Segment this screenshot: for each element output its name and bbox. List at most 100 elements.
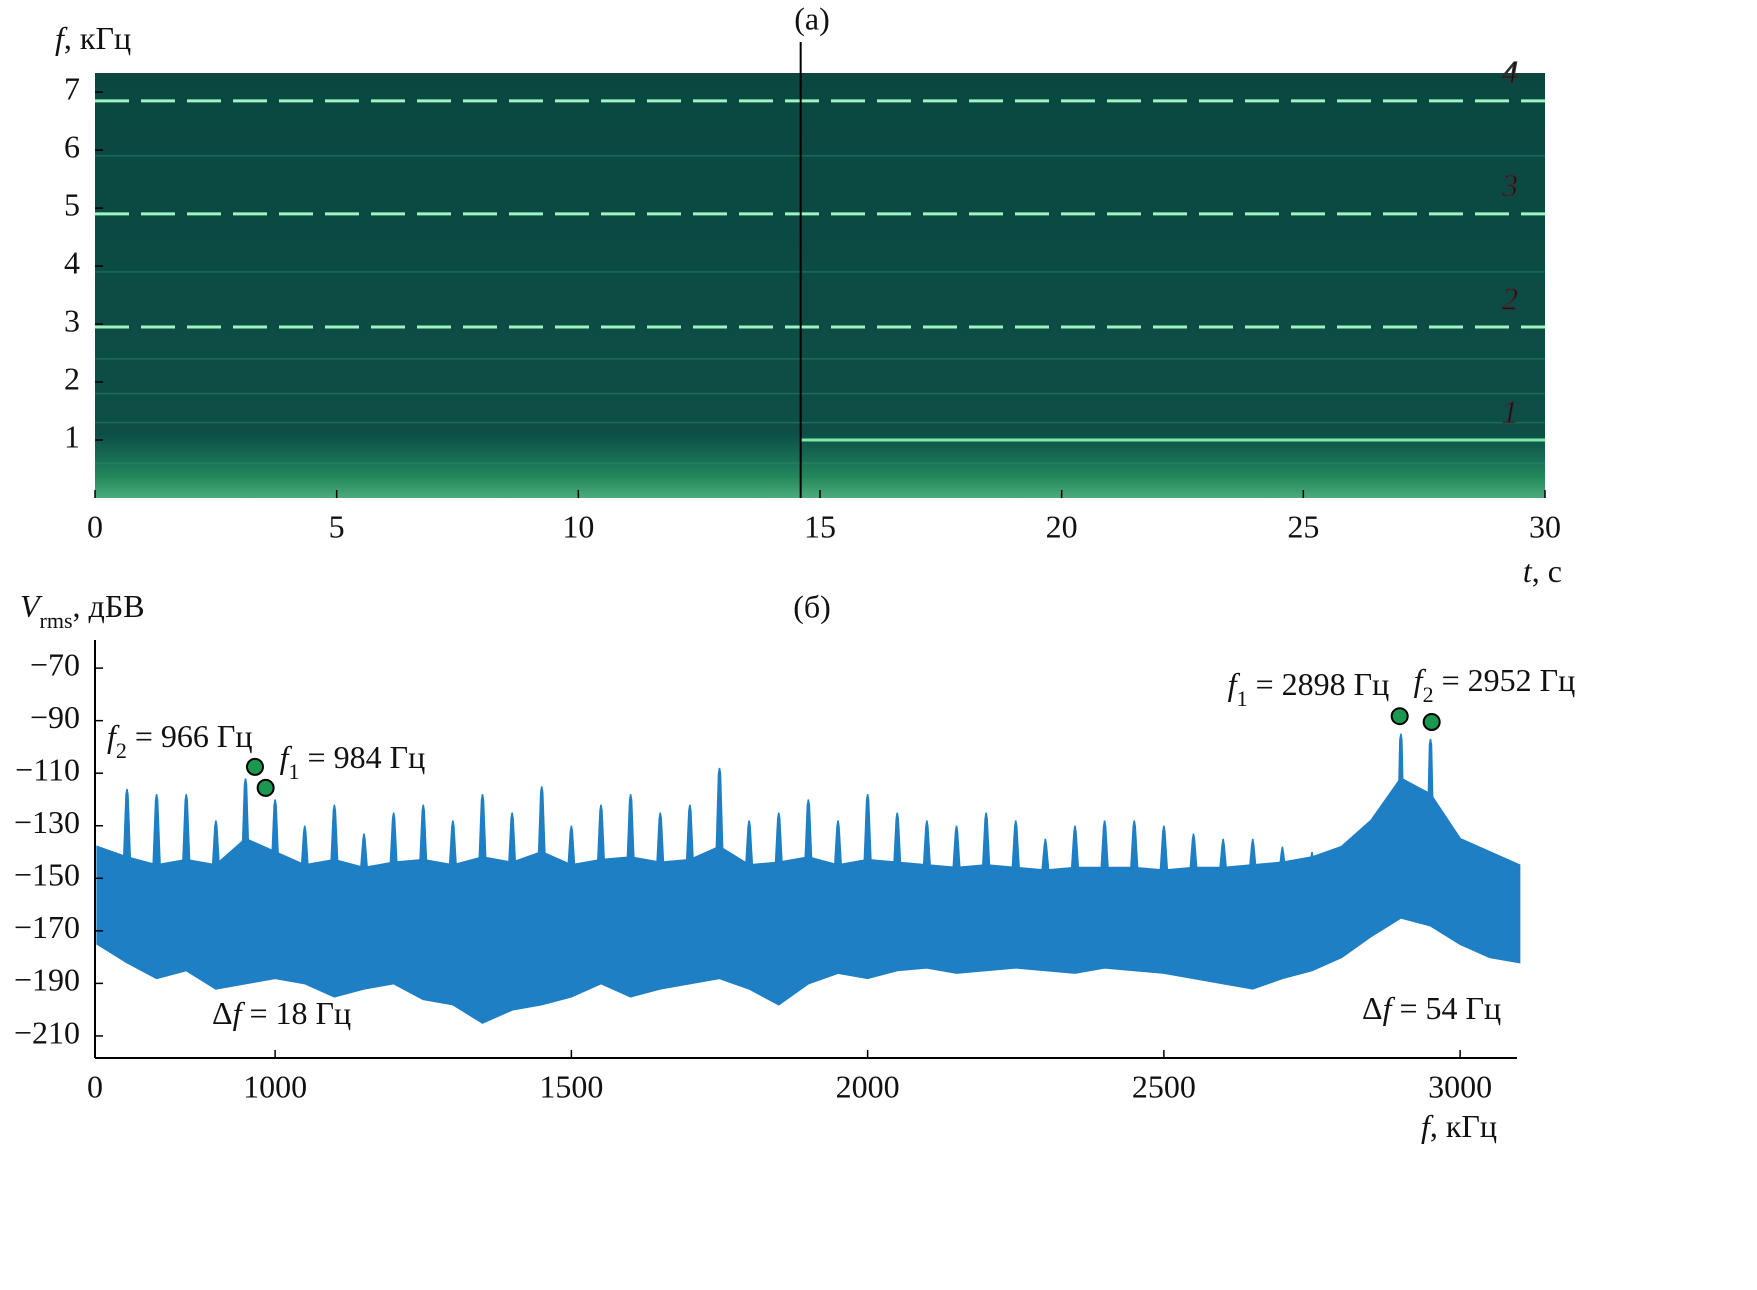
harmonic-spike bbox=[655, 812, 666, 880]
label-part: = 54 Гц bbox=[1391, 990, 1501, 1026]
harmonic-spike bbox=[625, 794, 636, 880]
harmonic-spike bbox=[1010, 820, 1021, 880]
peak-label: f1 = 984 Гц bbox=[280, 739, 426, 783]
peak-marker bbox=[1422, 712, 1441, 731]
x-tick-label: 5 bbox=[329, 508, 345, 544]
harmonic-spike bbox=[1307, 851, 1317, 880]
line-label: 3 bbox=[1501, 167, 1518, 203]
harmonic-spike bbox=[596, 804, 606, 880]
y-tick-label: −150 bbox=[14, 857, 80, 893]
label-part: 2 bbox=[1423, 682, 1434, 707]
spectrogram-background bbox=[95, 73, 1545, 498]
x-tick-label: 1500 bbox=[539, 1068, 603, 1104]
x-tick-label: 3000 bbox=[1428, 1068, 1492, 1104]
label-part: Δ bbox=[212, 995, 233, 1031]
y-tick-label: 5 bbox=[64, 186, 80, 222]
label-part: t bbox=[1523, 553, 1533, 589]
peak-marker bbox=[1390, 707, 1409, 726]
harmonic-spike bbox=[359, 833, 369, 880]
line-label: 2 bbox=[1502, 280, 1518, 316]
peak-marker bbox=[256, 778, 275, 797]
harmonic-spike bbox=[151, 794, 162, 880]
x-tick-label: 25 bbox=[1287, 508, 1319, 544]
harmonic-spike bbox=[1484, 851, 1495, 880]
label-part: = 984 Гц bbox=[300, 739, 426, 775]
y-tick-label: −190 bbox=[14, 962, 80, 998]
label-part: , кГц bbox=[64, 20, 131, 56]
y-tick-label: 7 bbox=[64, 70, 80, 106]
harmonic-spike bbox=[211, 820, 221, 880]
x-tick-label: 10 bbox=[562, 508, 594, 544]
harmonic-spike bbox=[744, 820, 754, 880]
harmonic-spike bbox=[981, 812, 991, 880]
peak-label: f2 = 2952 Гц bbox=[1414, 662, 1576, 706]
harmonic-spike bbox=[1247, 838, 1258, 880]
harmonic-spike bbox=[1366, 825, 1377, 880]
harmonic-spike bbox=[240, 778, 251, 880]
harmonic-spike bbox=[803, 799, 814, 880]
harmonic-spike bbox=[418, 804, 429, 880]
y-tick-label: −110 bbox=[15, 752, 80, 788]
harmonic-spike bbox=[685, 804, 695, 880]
harmonic-spike bbox=[507, 812, 517, 880]
label-part: 1 bbox=[1237, 686, 1248, 711]
label-part: = 18 Гц bbox=[241, 995, 351, 1031]
harmonic-spike bbox=[270, 799, 280, 880]
y-tick-label: 1 bbox=[64, 418, 80, 454]
spectrogram-tint bbox=[95, 73, 1545, 498]
harmonic-spike bbox=[122, 788, 132, 880]
peak-label: f1 = 2898 Гц bbox=[1228, 667, 1390, 711]
y-axis-label: Vrms, дБВ bbox=[20, 588, 145, 632]
line-label: 1 bbox=[1502, 393, 1518, 429]
x-axis-label: t, с bbox=[1523, 553, 1562, 589]
harmonic-spike bbox=[1425, 738, 1436, 880]
label-part: V bbox=[20, 588, 43, 624]
label-part: = 966 Гц bbox=[127, 718, 253, 754]
harmonic-spike bbox=[1159, 825, 1169, 880]
title: (б) bbox=[793, 588, 831, 624]
harmonic-spike bbox=[1455, 846, 1465, 880]
harmonic-spike bbox=[1129, 820, 1140, 880]
harmonic-spike bbox=[536, 786, 547, 880]
x-tick-label: 2500 bbox=[1132, 1068, 1196, 1104]
x-origin-label: 0 bbox=[87, 1068, 103, 1104]
harmonic-spike bbox=[1070, 825, 1080, 880]
x-tick-label: 30 bbox=[1529, 508, 1561, 544]
harmonic-spike bbox=[773, 812, 784, 880]
x-tick-label: 15 bbox=[804, 508, 836, 544]
x-tick-label: 0 bbox=[87, 508, 103, 544]
x-tick-label: 1000 bbox=[243, 1068, 307, 1104]
harmonic-spike bbox=[299, 825, 310, 880]
delta-label: Δf = 18 Гц bbox=[212, 995, 351, 1031]
harmonic-spike bbox=[388, 812, 399, 880]
harmonic-spike bbox=[1396, 733, 1406, 880]
harmonic-spike bbox=[181, 794, 192, 880]
harmonic-spike bbox=[833, 820, 843, 880]
harmonic-spike bbox=[1218, 838, 1228, 880]
y-tick-label: −170 bbox=[14, 909, 80, 945]
label-part: 1 bbox=[289, 758, 300, 783]
harmonic-spike bbox=[448, 820, 458, 880]
label-part: , с bbox=[1532, 553, 1562, 589]
harmonic-spike bbox=[862, 794, 873, 880]
label-part: = 2952 Гц bbox=[1434, 662, 1576, 698]
label-part: = 2898 Гц bbox=[1248, 667, 1390, 703]
noise-band bbox=[96, 777, 1521, 1024]
y-tick-label: −90 bbox=[30, 699, 80, 735]
label-part: 2 bbox=[116, 737, 127, 762]
label-part: , кГц bbox=[1430, 1108, 1497, 1144]
y-tick-label: 2 bbox=[64, 360, 80, 396]
title: (a) bbox=[794, 0, 830, 36]
y-tick-label: −210 bbox=[14, 1014, 80, 1050]
harmonic-spike bbox=[477, 794, 488, 880]
harmonic-spike bbox=[714, 767, 725, 880]
harmonic-spike bbox=[566, 825, 577, 880]
label-part: Δ bbox=[1362, 990, 1383, 1026]
harmonic-spike bbox=[922, 820, 932, 880]
peak-label: f2 = 966 Гц bbox=[107, 718, 253, 762]
harmonic-spike bbox=[951, 825, 962, 880]
harmonic-spike bbox=[1188, 833, 1199, 880]
x-axis-label: f, кГц bbox=[1421, 1108, 1497, 1144]
